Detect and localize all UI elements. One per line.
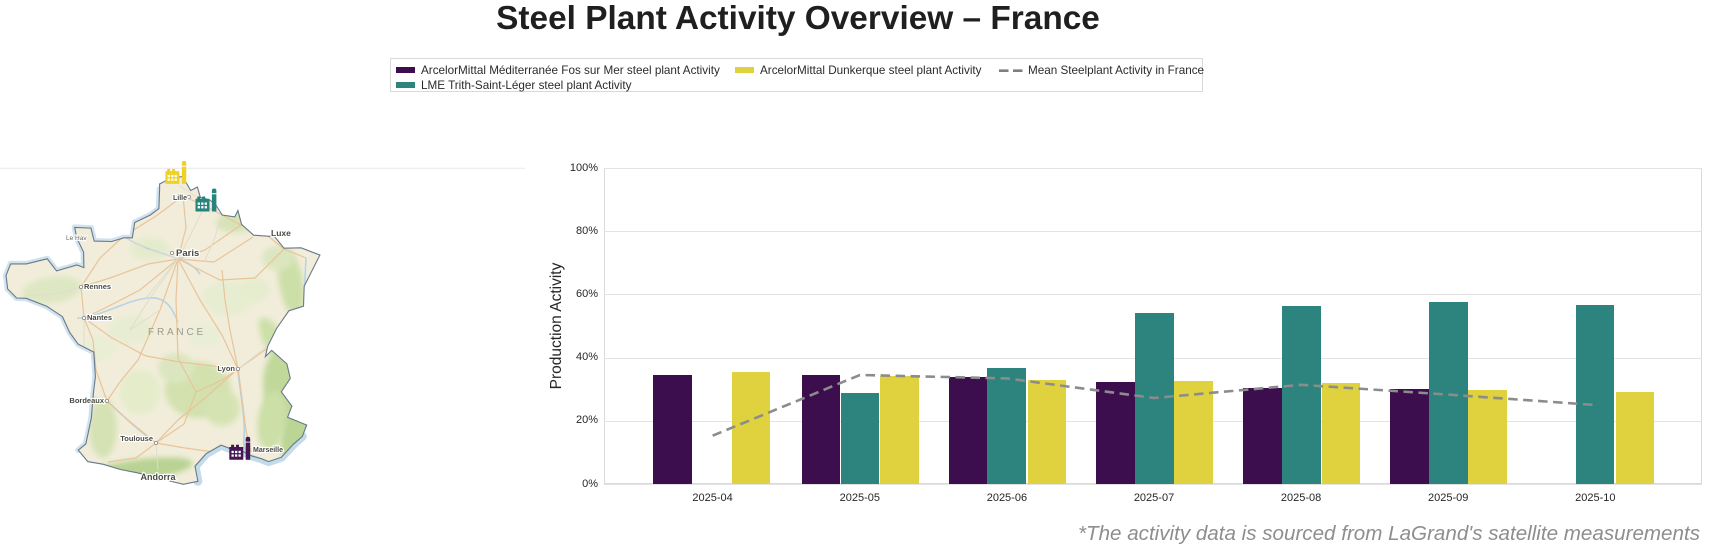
svg-text:Nantes: Nantes bbox=[87, 313, 112, 322]
svg-text:Bordeaux: Bordeaux bbox=[69, 396, 104, 405]
svg-text:Lille: Lille bbox=[173, 195, 187, 202]
svg-text:Luxe: Luxe bbox=[271, 228, 291, 238]
svg-text:Andorra: Andorra bbox=[140, 472, 176, 482]
svg-text:FRANCE: FRANCE bbox=[148, 327, 206, 338]
svg-text:Toulouse: Toulouse bbox=[120, 434, 153, 443]
svg-text:Marseille: Marseille bbox=[253, 447, 283, 454]
svg-text:Le Hav: Le Hav bbox=[66, 235, 87, 242]
svg-text:Rennes: Rennes bbox=[84, 282, 111, 291]
svg-text:Lyon: Lyon bbox=[217, 364, 235, 373]
svg-text:Paris: Paris bbox=[176, 248, 199, 259]
